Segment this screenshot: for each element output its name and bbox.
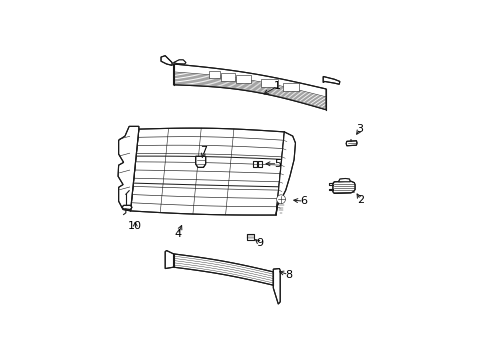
Text: 3: 3 [357,124,364,134]
Polygon shape [165,251,173,269]
Text: 5: 5 [274,159,281,169]
Polygon shape [261,79,278,87]
Polygon shape [273,269,280,304]
Polygon shape [323,76,340,84]
Text: 1: 1 [274,81,281,91]
Polygon shape [236,76,251,83]
Text: 8: 8 [285,270,292,280]
Text: 7: 7 [200,146,208,156]
Polygon shape [173,254,273,285]
Text: 9: 9 [256,238,263,248]
Polygon shape [333,181,355,193]
Circle shape [277,195,286,204]
Text: 4: 4 [174,229,181,239]
Polygon shape [221,73,235,81]
Polygon shape [173,60,186,64]
Text: 10: 10 [128,221,142,231]
Text: 6: 6 [300,196,307,206]
Polygon shape [209,71,220,78]
Polygon shape [130,128,284,215]
Polygon shape [161,56,172,66]
Polygon shape [346,141,357,146]
Text: 2: 2 [357,195,364,205]
Polygon shape [246,234,254,240]
Polygon shape [258,161,262,167]
Polygon shape [173,64,326,110]
Polygon shape [283,84,298,91]
Polygon shape [118,126,139,211]
Polygon shape [196,156,206,167]
Polygon shape [253,161,257,167]
Polygon shape [339,179,350,182]
Polygon shape [122,205,132,210]
Polygon shape [276,132,295,215]
